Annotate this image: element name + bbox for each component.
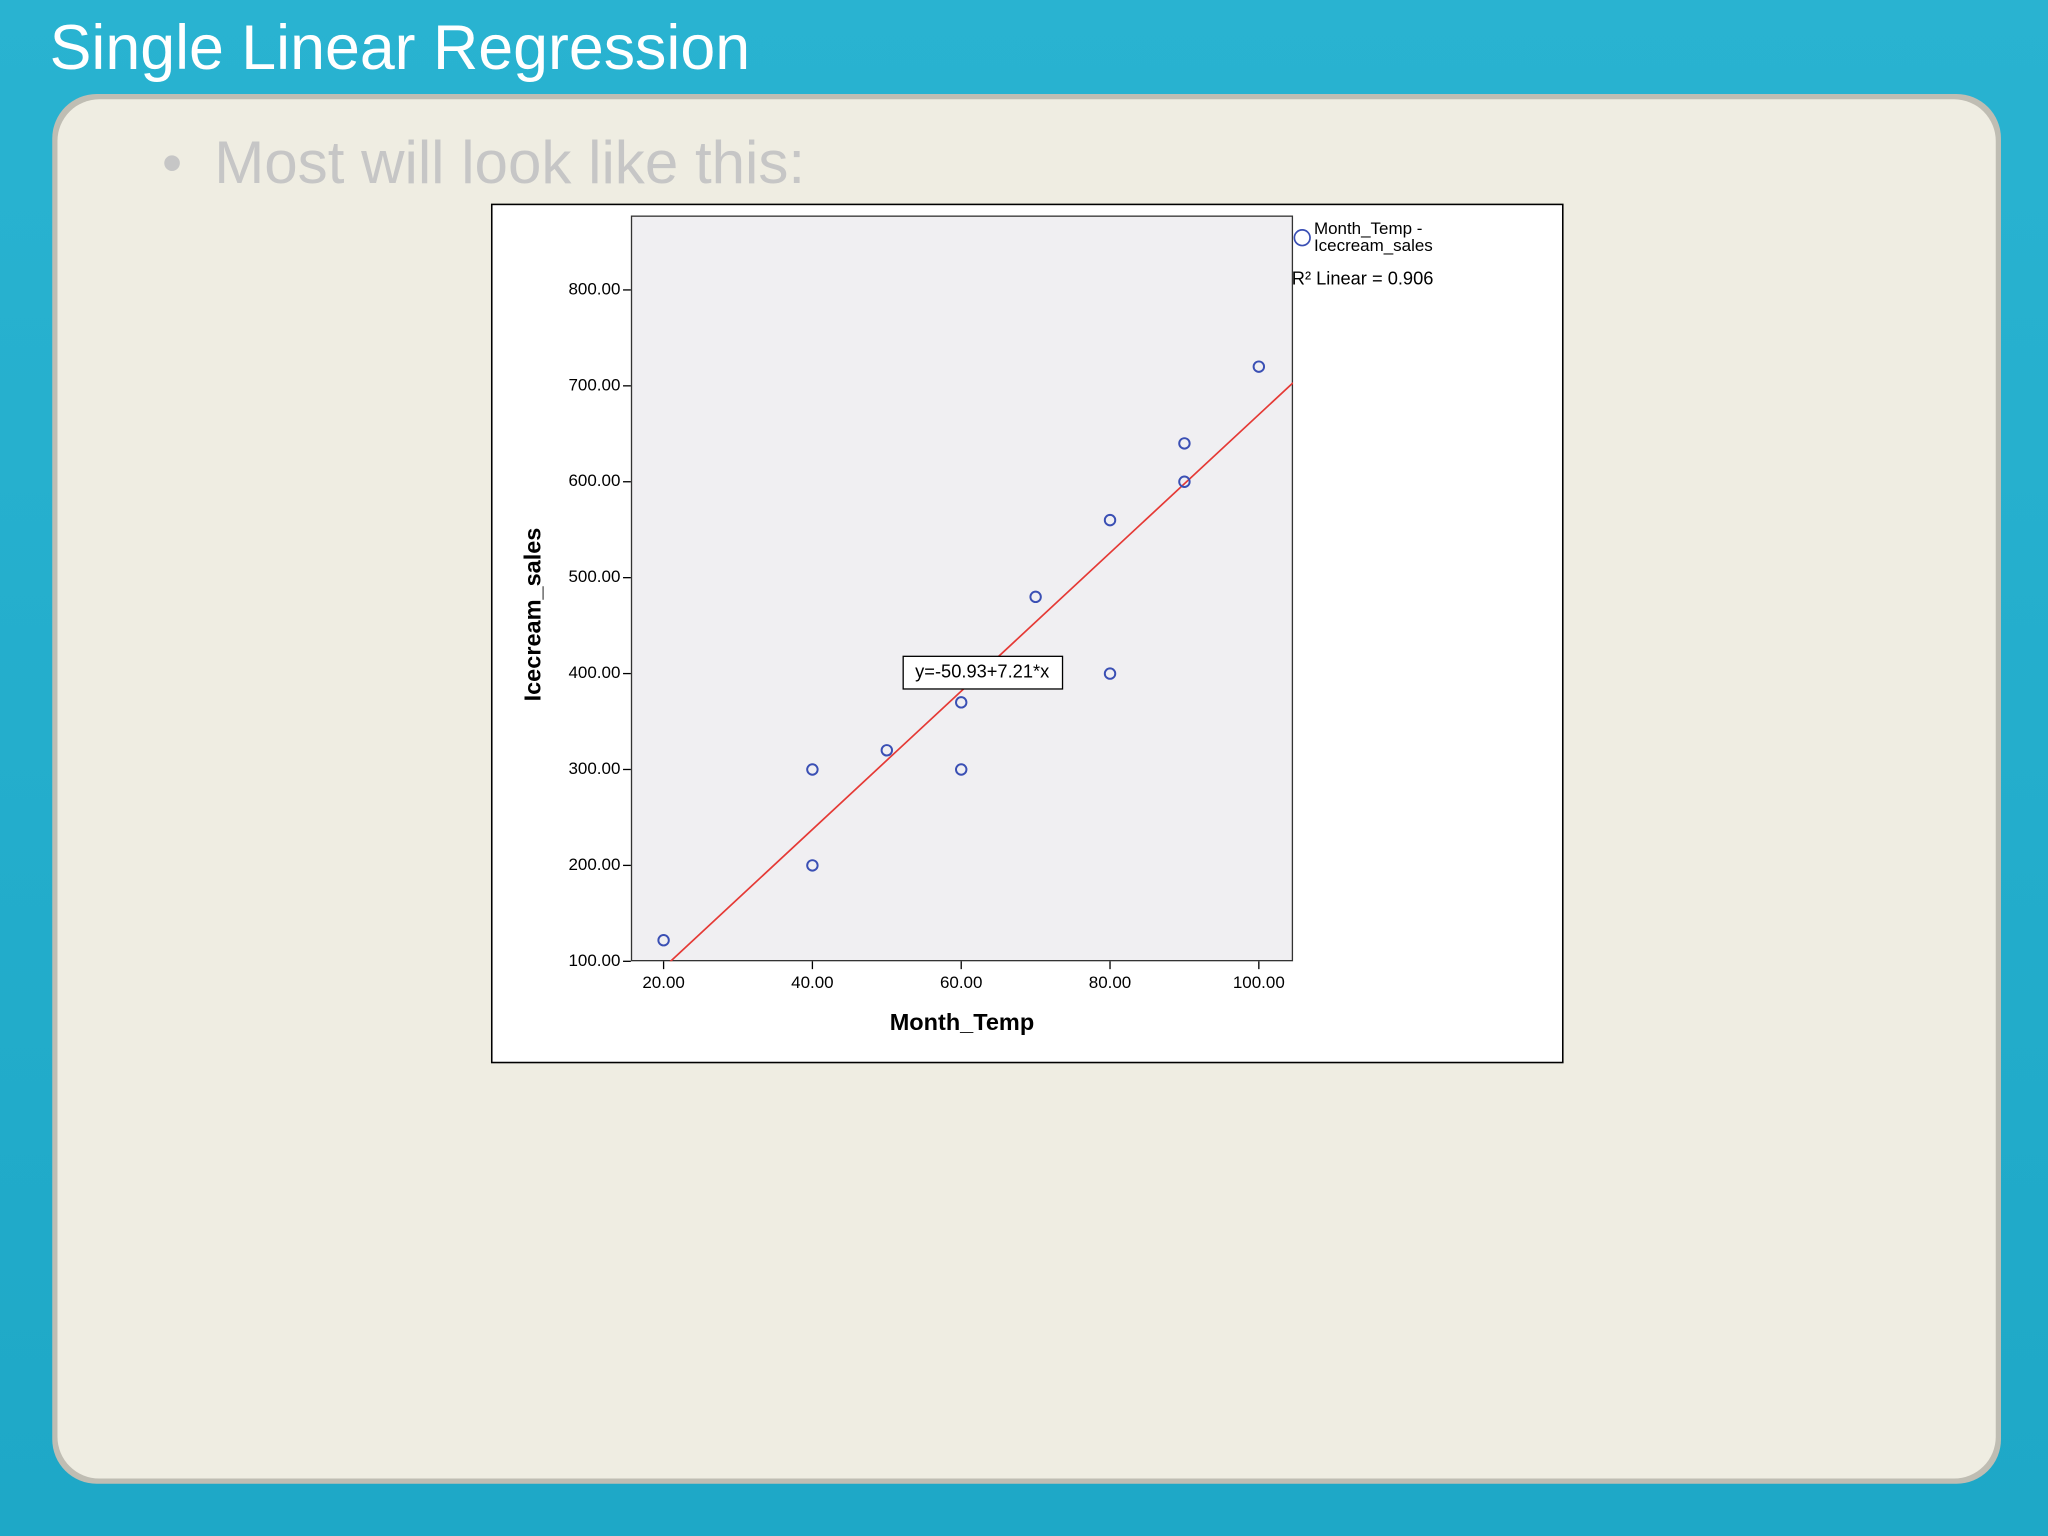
- fit-line: [669, 382, 1294, 962]
- plot-area: [630, 215, 1294, 962]
- data-point: [806, 763, 819, 776]
- bullet-text: Most will look like this:: [214, 129, 805, 196]
- x-axis-title: Month_Temp: [890, 1009, 1034, 1035]
- bullet-dot: •: [162, 131, 182, 195]
- chart: 100.00 200.00 300.00 400.00 500.00 600.00 700.…: [519, 219, 1433, 1035]
- r2-label: R² Linear = 0.906: [1292, 267, 1434, 288]
- data-point: [806, 859, 819, 872]
- legend-marker: [1293, 229, 1311, 247]
- y-axis-title: Icecream_sales: [519, 528, 545, 702]
- x-tick-label: 60.00: [940, 973, 982, 992]
- data-point: [880, 744, 894, 757]
- y-tick-label: 300.00: [569, 759, 621, 778]
- data-point: [1103, 667, 1117, 680]
- slide-title: Single Linear Regression: [50, 13, 750, 83]
- y-tick-label: 400.00: [569, 663, 621, 682]
- data-point: [1178, 475, 1191, 488]
- x-tick-label: 100.00: [1233, 973, 1285, 992]
- equation-box: [902, 655, 1064, 690]
- data-point: [1103, 513, 1117, 527]
- x-tick-label: 40.00: [791, 973, 833, 992]
- data-point: [955, 763, 968, 776]
- data-point: [1252, 360, 1266, 373]
- legend-label: Month_Temp -Icecream_sales: [1314, 219, 1433, 255]
- y-tick-label: 200.00: [569, 855, 621, 874]
- y-tick-label: 700.00: [569, 375, 621, 394]
- y-tick-label: 600.00: [569, 471, 621, 490]
- data-point: [955, 696, 968, 709]
- y-tick-label: 100.00: [569, 951, 621, 970]
- data-point: [1029, 590, 1042, 604]
- y-tick-label: 800.00: [569, 279, 621, 298]
- y-tick-label: 500.00: [569, 567, 621, 586]
- data-point: [1178, 437, 1191, 450]
- data-point: [657, 934, 670, 947]
- x-tick-label: 80.00: [1089, 973, 1131, 992]
- equation-label: y=-50.93+7.21*x: [915, 660, 1049, 681]
- x-tick-label: 20.00: [642, 973, 684, 992]
